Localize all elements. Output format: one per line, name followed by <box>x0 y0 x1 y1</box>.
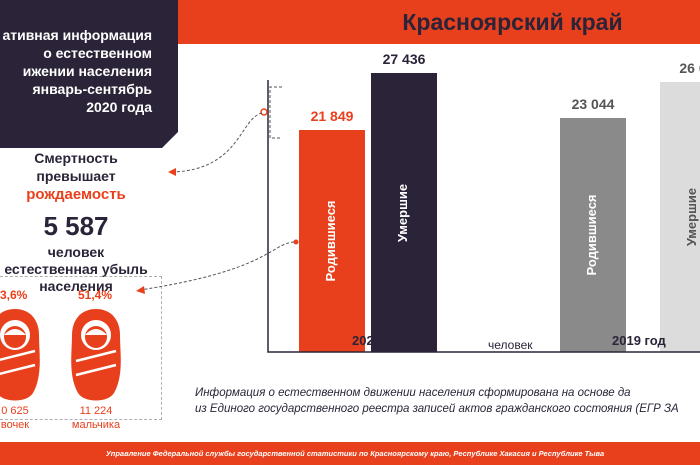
info-note: Информация о естественном движении насел… <box>195 385 700 417</box>
girls-label: вочек <box>0 419 30 431</box>
connector-bottom <box>139 241 295 291</box>
baby-girl-icon <box>0 309 40 401</box>
year-2020-label: 2020 год <box>352 333 406 348</box>
year-2019-label: 2019 год <box>612 333 666 348</box>
region-title: Красноярский край <box>402 9 623 35</box>
girls-count: 0 625 <box>1 405 29 417</box>
bar-2020-births <box>299 130 365 352</box>
boys-count: 11 224 <box>79 405 113 417</box>
mortality-line-1: Смертность <box>34 150 118 166</box>
connector-top <box>171 112 263 173</box>
natural-loss-unit-3: населения <box>39 278 113 294</box>
mortality-line-2: превышает <box>36 168 116 184</box>
info-note-line-1: Информация о естественном движении насел… <box>195 387 631 399</box>
difference-bracket <box>269 86 282 139</box>
bar-value-label: 21 849 <box>310 108 354 124</box>
footer-text: Управление Федеральной службы государств… <box>105 449 605 458</box>
footer-band: Управление Федеральной службы государств… <box>0 442 700 465</box>
births-breakdown-box <box>0 276 162 420</box>
natural-loss-value: 5 587 <box>43 211 109 241</box>
birth-bar-dot <box>293 239 299 245</box>
bar-2019-births <box>560 118 626 352</box>
header-band: Красноярский край <box>175 0 700 44</box>
bar-value-label: 27 436 <box>382 51 426 67</box>
connector-top-arrow <box>168 168 176 176</box>
baby-boy-icon <box>71 309 121 401</box>
natural-loss-unit-2: естественная убыль <box>4 261 148 277</box>
boys-percent: 51,4% <box>78 288 113 302</box>
bar-2019-deaths <box>660 82 700 352</box>
bar-value-label: 26 6 <box>679 60 700 76</box>
panel-title: ативная информация о естественном ижении… <box>2 27 152 115</box>
boys-label: мальчика <box>71 419 121 431</box>
natural-loss-unit-1: человек <box>47 244 105 260</box>
chart-axes <box>267 80 700 353</box>
connector-bottom-arrow <box>136 286 145 294</box>
mortality-line-3: рождаемость <box>26 186 126 203</box>
bar-value-label: 23 044 <box>571 96 615 112</box>
chart-unit-label: человек <box>488 338 533 352</box>
girls-percent: 3,6% <box>0 288 28 302</box>
bracket-dot <box>260 108 268 116</box>
info-note-line-2: из Единого государственного реестра запи… <box>195 403 679 415</box>
births-deaths-chart: 21 849 Родившиеся 27 436 Умершие 23 044 Родив… <box>299 51 700 352</box>
bar-2020-deaths <box>371 73 437 352</box>
info-panel: ативная информация о естественном ижении… <box>0 0 178 148</box>
